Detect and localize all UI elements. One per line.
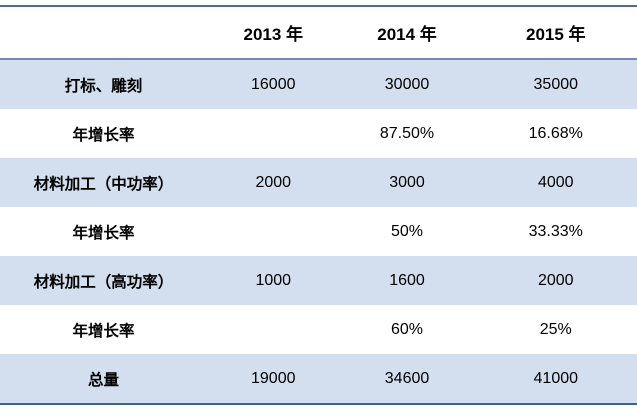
table-row: 年增长率 60% 25% — [0, 305, 637, 354]
column-header-2014: 2014 年 — [339, 6, 475, 60]
cell-value: 35000 — [533, 75, 579, 93]
cell-value: 34600 — [384, 369, 430, 387]
cell-value: 3000 — [389, 173, 425, 191]
cell-value: 16000 — [251, 75, 296, 93]
column-header-2013: 2013 年 — [207, 6, 340, 60]
cell-value: 1600 — [389, 271, 425, 289]
cell-value — [207, 109, 339, 158]
table-row: 打标、雕刻 16000 30000 35000 — [0, 59, 637, 109]
cell-value: 30000 — [384, 75, 430, 93]
cell-value: 25% — [539, 320, 572, 338]
row-label: 材料加工（中功率） — [33, 175, 174, 193]
header-row: 2013 年 2014 年 2015 年 — [0, 6, 637, 60]
row-label: 年增长率 — [72, 322, 135, 340]
cell-value: 16.68% — [528, 124, 583, 142]
row-label: 总量 — [88, 371, 120, 389]
cell-value — [207, 207, 339, 256]
table-row: 总量 19000 34600 41000 — [0, 354, 637, 404]
table-row: 材料加工（高功率） 1000 1600 2000 — [0, 256, 637, 305]
cell-value: 60% — [391, 320, 424, 338]
row-label: 年增长率 — [72, 224, 135, 242]
cell-value: 19000 — [251, 369, 296, 387]
table-row: 年增长率 87.50% 16.68% — [0, 109, 637, 158]
table-row: 材料加工（中功率） 2000 3000 4000 — [0, 158, 637, 207]
cell-value: 4000 — [537, 173, 574, 191]
table-page: 2013 年 2014 年 2015 年 打标、雕刻 16000 30000 3… — [0, 5, 637, 405]
row-label: 材料加工（高功率） — [33, 273, 174, 291]
row-label: 年增长率 — [72, 126, 135, 144]
row-label: 打标、雕刻 — [64, 77, 143, 95]
cell-value: 33.33% — [528, 222, 583, 240]
cell-value: 50% — [391, 222, 424, 240]
laser-market-growth-table: 2013 年 2014 年 2015 年 打标、雕刻 16000 30000 3… — [0, 5, 637, 405]
cell-value: 41000 — [533, 369, 579, 387]
cell-value: 2000 — [255, 173, 292, 191]
cell-value — [207, 305, 339, 354]
cell-value: 87.50% — [379, 124, 435, 142]
column-header-2015: 2015 年 — [474, 6, 637, 60]
cell-value: 2000 — [537, 271, 574, 289]
cell-value: 1000 — [255, 271, 292, 289]
column-header-blank — [0, 6, 208, 60]
table-row: 年增长率 50% 33.33% — [0, 207, 637, 256]
